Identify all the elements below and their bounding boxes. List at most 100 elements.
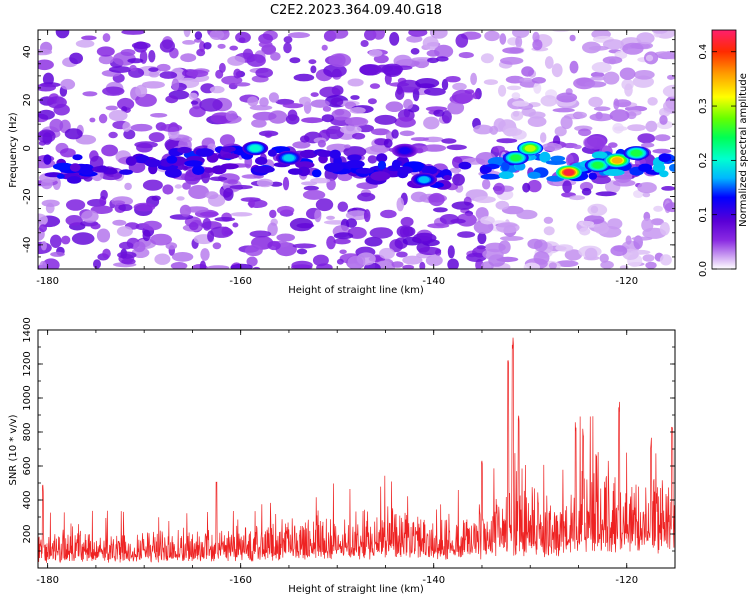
heatmap-ridge-blob <box>501 161 510 172</box>
heatmap-ridge-blob <box>288 168 303 175</box>
tick-label: 200 <box>22 524 33 543</box>
heatmap-noise-blob <box>121 30 146 35</box>
heatmap-noise-blob <box>590 76 606 81</box>
heatmap-ridge-blob <box>603 169 625 176</box>
heatmap-ridge-blob <box>376 153 388 163</box>
tick-label: -120 <box>615 276 638 287</box>
heatmap-ridge-blob <box>97 165 108 173</box>
heatmap-noise-blob <box>527 179 542 193</box>
heatmap-noise-blob <box>379 247 395 260</box>
heatmap-noise-blob <box>102 33 111 43</box>
heatmap-noise-blob <box>661 186 675 191</box>
heatmap-noise-blob <box>458 52 474 59</box>
heatmap-noise-blob <box>246 256 258 267</box>
heatmap-ridge-blob <box>659 170 669 178</box>
heatmap-noise-blob <box>289 217 314 232</box>
heatmap-noise-blob <box>428 192 445 207</box>
figure-title: C2E2.2023.364.09.40.G18 <box>270 3 442 18</box>
heatmap-noise-blob <box>249 105 273 111</box>
heatmap-noise-blob <box>182 40 196 45</box>
heatmap-noise-blob <box>573 144 582 150</box>
heatmap-noise-blob <box>180 53 197 63</box>
heatmap-noise-blob <box>441 138 457 144</box>
heatmap-noise-blob <box>345 117 369 127</box>
heatmap-noise-blob <box>380 209 397 219</box>
heatmap-noise-blob <box>136 142 153 153</box>
heatmap-noise-blob <box>346 218 357 228</box>
heatmap-noise-blob <box>121 258 136 265</box>
heatmap-noise-blob <box>578 220 595 227</box>
heatmap-noise-blob <box>337 201 349 212</box>
heatmap-noise-blob <box>541 142 562 152</box>
heatmap-noise-blob <box>641 218 654 232</box>
heatmap-noise-blob <box>422 36 439 50</box>
heatmap-noise-blob <box>579 181 594 192</box>
snr-x-axis-label: Height of straight line (km) <box>288 584 424 595</box>
heatmap-noise-blob <box>190 100 199 105</box>
heatmap-ridge-blob <box>498 171 514 179</box>
colorbar: 0.0 0.1 0.2 0.3 0.4 Normalized spectral ampl… <box>698 29 749 277</box>
heatmap-noise-blob <box>588 45 609 51</box>
heatmap-noise-blob <box>473 124 493 135</box>
heatmap-ridge-blob <box>297 166 310 177</box>
snr-background <box>38 330 675 568</box>
heatmap-noise-blob <box>188 222 199 231</box>
heatmap-noise-blob <box>255 67 273 78</box>
heatmap-noise-blob <box>199 41 206 52</box>
heatmap-noise-blob <box>339 249 347 255</box>
heatmap-noise-blob <box>39 224 47 233</box>
heatmap-noise-blob <box>522 182 531 193</box>
heatmap-noise-blob <box>489 125 499 135</box>
heatmap-noise-blob <box>502 47 524 54</box>
heatmap-noise-blob <box>519 77 534 83</box>
heatmap-ridge-blob <box>295 161 315 169</box>
heatmap-noise-blob <box>540 95 558 107</box>
heatmap-noise-blob <box>65 215 83 226</box>
heatmap-noise-blob <box>225 110 238 122</box>
heatmap-noise-blob <box>650 218 664 226</box>
heatmap-noise-blob <box>303 185 319 191</box>
heatmap-noise-blob <box>372 30 385 40</box>
heatmap-noise-blob <box>171 252 194 262</box>
heatmap-noise-blob <box>510 110 524 121</box>
heatmap-ridge-blob <box>316 150 333 158</box>
heatmap-noise-blob <box>148 67 159 72</box>
heatmap-noise-blob <box>496 138 518 144</box>
heatmap-noise-blob <box>96 228 111 243</box>
heatmap-ridge-blob <box>211 165 227 175</box>
heatmap-noise-blob <box>292 141 311 149</box>
snr-x-ticks: -180 -160 -140 -120 <box>36 330 676 586</box>
heatmap-noise-blob <box>89 117 96 123</box>
heatmap-noise-blob <box>602 56 623 64</box>
heatmap-noise-blob <box>209 85 225 94</box>
heatmap-noise-blob <box>367 155 378 164</box>
heatmap-noise-blob <box>229 45 238 51</box>
heatmap-ridge-blob <box>222 153 239 159</box>
heatmap-noise-blob <box>619 67 636 80</box>
heatmap-noise-blob <box>249 230 272 238</box>
heatmap-noise-blob <box>652 148 672 154</box>
heatmap-noise-blob <box>364 236 383 247</box>
heatmap-noise-blob <box>205 191 219 200</box>
heatmap-noise-blob <box>321 44 328 51</box>
heatmap-noise-blob <box>555 260 579 267</box>
heatmap-noise-blob <box>445 76 461 83</box>
heatmap-noise-blob <box>397 79 421 93</box>
heatmap-noise-blob <box>329 30 349 39</box>
heatmap-noise-blob <box>402 264 415 269</box>
heatmap-noise-blob <box>183 30 191 38</box>
heatmap-noise-blob <box>283 42 292 54</box>
heatmap-noise-blob <box>133 202 156 212</box>
heatmap-noise-blob <box>150 113 168 118</box>
heatmap-ridge-blob <box>177 146 192 154</box>
heatmap-noise-blob <box>527 116 547 127</box>
heatmap-noise-blob <box>111 200 126 205</box>
heatmap-noise-blob <box>121 106 128 113</box>
heatmap-noise-blob <box>645 261 657 269</box>
heatmap-noise-blob <box>82 91 98 97</box>
heatmap-noise-blob <box>203 42 212 50</box>
heatmap-noise-blob <box>457 231 476 238</box>
heatmap-noise-blob <box>336 258 344 265</box>
heatmap-noise-blob <box>446 144 467 151</box>
heatmap-noise-blob <box>433 109 445 117</box>
